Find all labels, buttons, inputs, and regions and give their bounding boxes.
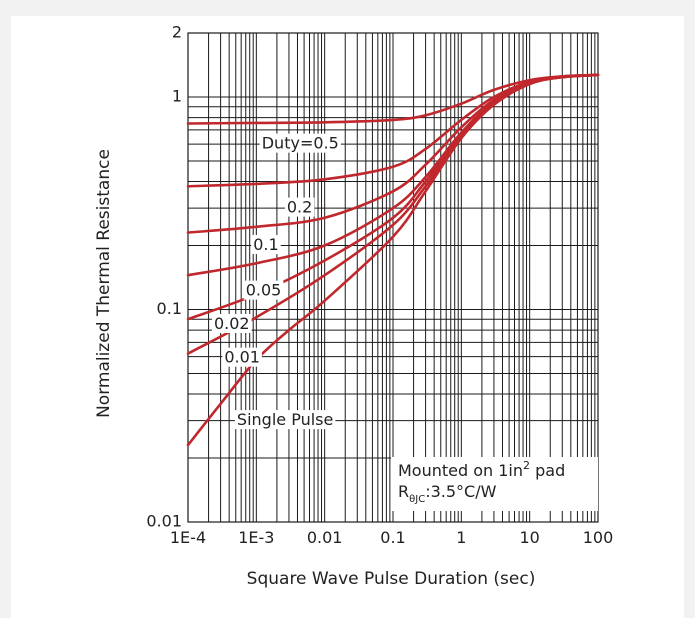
y-tick-label: 2 — [172, 23, 182, 42]
y-axis-title: Normalized Thermal Resistance — [94, 149, 114, 418]
curve-label-single-pulse: Single Pulse — [237, 410, 333, 429]
x-tick-label: 1E-3 — [238, 528, 274, 547]
annotation-background — [391, 457, 598, 511]
annotation-superscript: 2 — [523, 459, 530, 472]
y-tick-label: 0.01 — [146, 512, 182, 531]
plot-frame — [187, 32, 599, 523]
curve-labels: Duty=0.5 0.2 0.1 0.05 0.02 0.01 Single Pulse — [211, 133, 341, 430]
annotation-pad-text: pad — [530, 461, 565, 480]
y-tick-label: 0.1 — [157, 299, 182, 318]
tick-labels: 1E-4 1E-3 0.01 0.1 1 10 100 0.01 0.1 1 2 — [146, 23, 613, 548]
curve-label-0-1: 0.1 — [253, 235, 278, 254]
curve-label-duty-0-5: Duty=0.5 — [262, 134, 339, 153]
x-tick-label: 0.1 — [380, 528, 405, 547]
grid — [187, 32, 599, 523]
curve-label-bg-0-2 — [284, 197, 315, 217]
annotation-subscript: θJC — [409, 494, 425, 505]
curve-label-bg-0-01 — [222, 347, 262, 367]
x-tick-label: 10 — [519, 528, 539, 547]
thermal-resistance-chart: Duty=0.5 0.2 0.1 0.05 0.02 0.01 Single Pulse 1… — [94, 23, 613, 590]
annotation-box: Mounted on 1in2 pad RθJC:3.5°C/W — [391, 457, 598, 511]
curve-label-bg-duty-0-5 — [259, 133, 341, 153]
curve-label-bg-0-02 — [211, 313, 252, 333]
chart-panel: Duty=0.5 0.2 0.1 0.05 0.02 0.01 Single Pulse 1… — [11, 16, 684, 618]
y-tick-label: 1 — [172, 86, 182, 105]
x-tick-label: 100 — [583, 528, 614, 547]
annotation-value: :3.5°C/W — [425, 482, 496, 501]
annotation-line-2: RθJC:3.5°C/W — [398, 482, 497, 505]
x-tick-label: 0.01 — [307, 528, 343, 547]
curve-label-0-2: 0.2 — [287, 198, 312, 217]
curve-label-bg-single-pulse — [234, 410, 336, 430]
curve-label-0-02: 0.02 — [214, 314, 250, 333]
annotation-line-1: Mounted on 1in2 pad — [398, 459, 565, 480]
x-tick-label: 1 — [456, 528, 466, 547]
annotation-mount-text: Mounted on 1in — [398, 461, 523, 480]
x-axis-title: Square Wave Pulse Duration (sec) — [247, 569, 536, 589]
curve-label-0-01: 0.01 — [224, 348, 260, 367]
x-tick-label: 1E-4 — [170, 528, 206, 547]
curve-label-bg-0-1 — [251, 235, 281, 255]
curve-label-bg-0-05 — [243, 280, 284, 300]
annotation-r: R — [398, 482, 409, 501]
curve-label-0-05: 0.05 — [246, 281, 282, 300]
